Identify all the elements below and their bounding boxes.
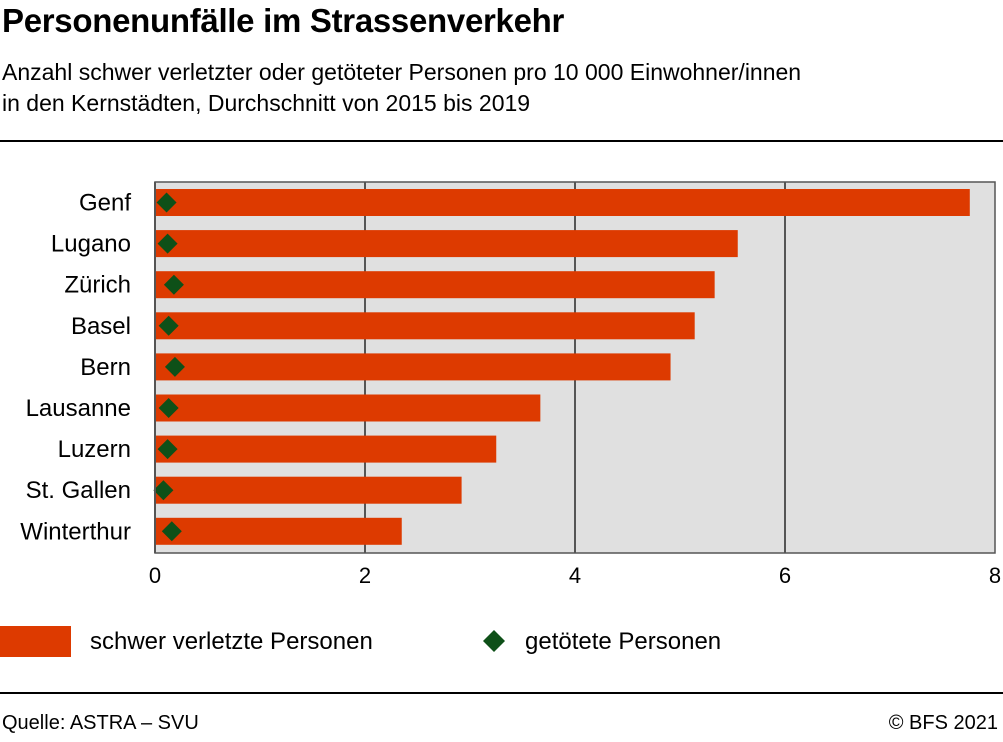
death-marker-2 [157,233,178,254]
y-category-label: Basel [71,313,131,340]
death-marker-7 [157,439,178,460]
bar-9 [155,517,402,545]
death-marker-5 [164,356,185,377]
death-marker-1 [156,192,177,213]
bar-8 [155,476,462,504]
chart-subtitle: Anzahl schwer verletzter oder getöteter … [2,57,1002,119]
legend-swatch-bar [0,626,71,657]
death-marker-4 [158,315,179,336]
y-category-label: Winterthur [20,518,131,545]
bar-6 [155,394,541,422]
bar-2 [155,230,738,258]
x-tick-label: 2 [359,563,371,588]
death-marker-8 [153,480,174,501]
bar-7 [155,435,497,463]
x-tick-label: 4 [569,563,581,588]
y-category-label: Genf [79,190,131,217]
subtitle-line-1: Anzahl schwer verletzter oder getöteter … [2,59,802,85]
x-tick-label: 0 [149,563,161,588]
bar-3 [155,271,715,299]
legend-label-diamond: getötete Personen [525,628,721,655]
chart-title: Personenunfälle im Strassenverkehr [2,2,565,39]
bottom-divider [0,692,1003,694]
death-marker-9 [161,521,182,542]
y-category-label: Lugano [51,231,131,258]
bar-5 [155,353,671,381]
y-category-label: Luzern [58,436,131,463]
top-divider [0,140,1003,142]
copyright-note: © BFS 2021 [888,712,998,734]
bar-chart: 0 2 4 6 8 Genf Lugano Zürich Basel Bern Lausanne Lu… [0,181,1001,657]
y-category-label: Bern [80,354,131,381]
legend-label-bar: schwer verletzte Personen [90,628,373,655]
y-category-label: Lausanne [26,395,131,422]
y-category-label: Zürich [64,272,131,299]
bar-4 [155,312,695,340]
y-category-label: St. Gallen [26,477,131,504]
subtitle-line-2: in den Kernstädten, Durchschnitt von 201… [2,90,531,116]
legend-swatch-diamond [483,630,505,652]
x-tick-label: 8 [989,563,1001,588]
x-tick-label: 6 [779,563,791,588]
death-marker-6 [158,398,179,418]
source-note: Quelle: ASTRA – SVU [2,712,199,734]
bar-1 [155,189,970,216]
death-marker-3 [163,274,184,295]
